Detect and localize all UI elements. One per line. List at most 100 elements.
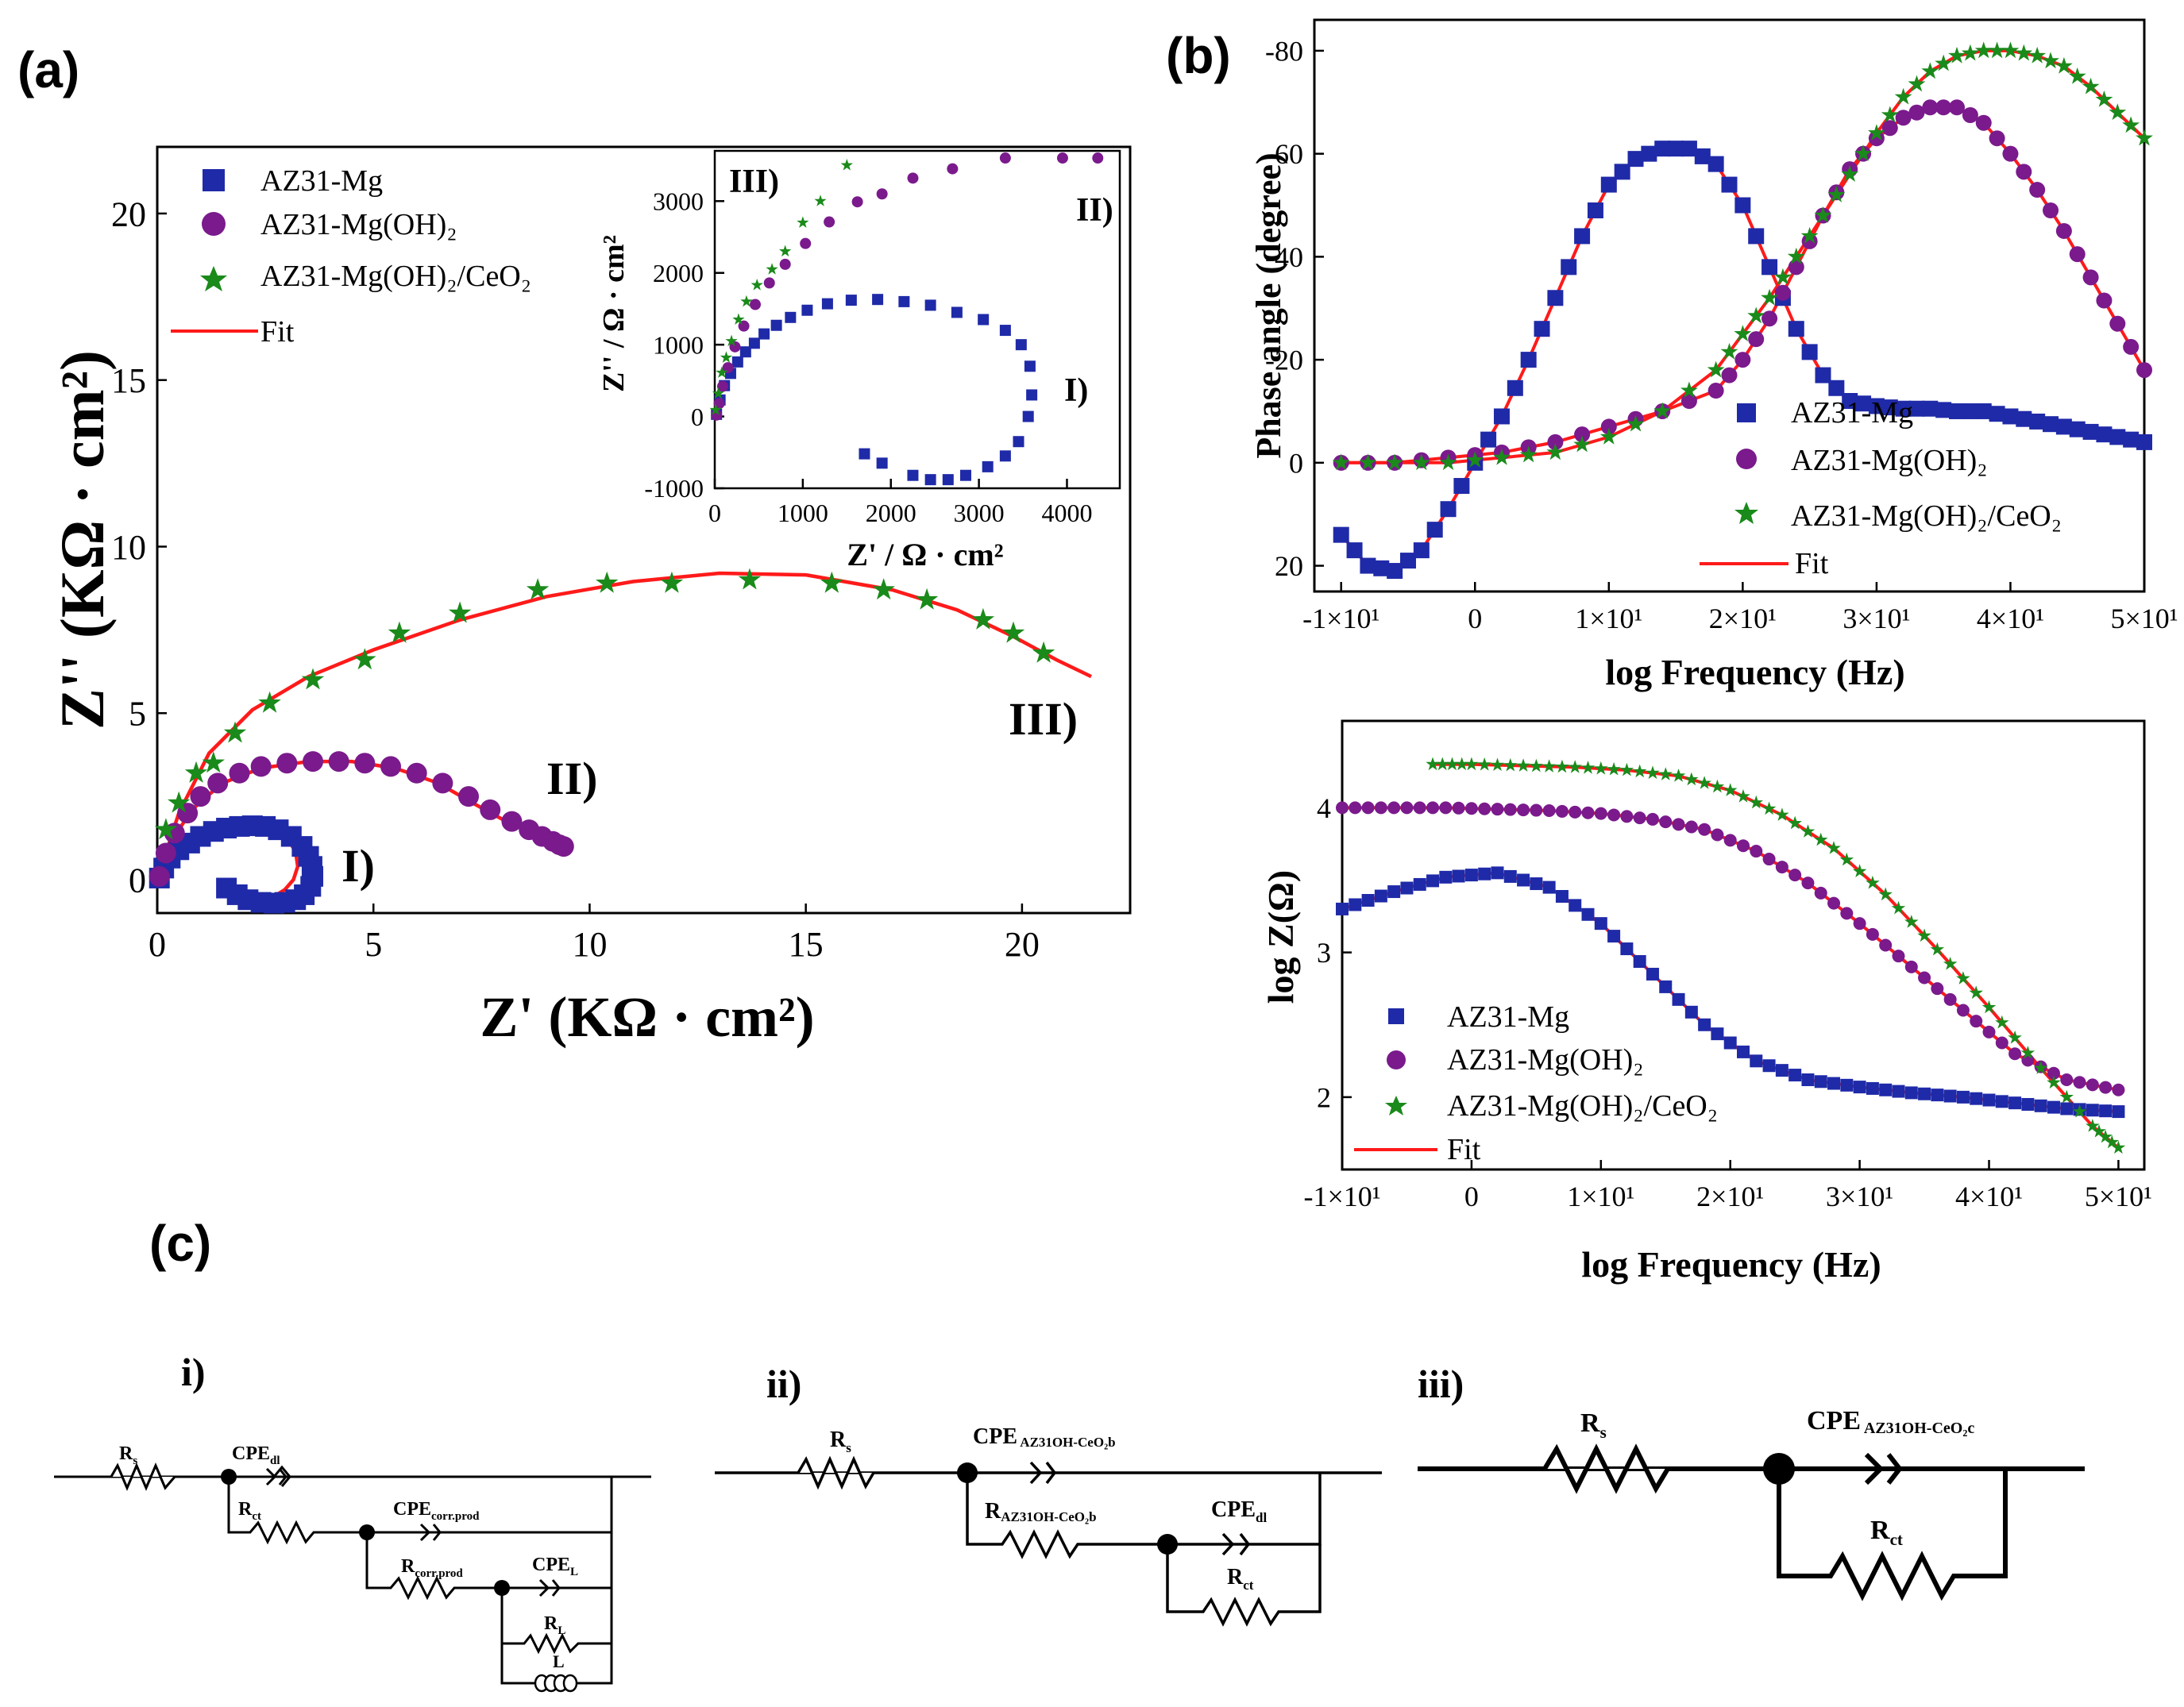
phase-point (1868, 130, 1885, 147)
modulus-point (1995, 1015, 2009, 1029)
phase-point (1922, 400, 1939, 417)
modulus-point (1607, 761, 1621, 776)
inset-point (872, 294, 884, 306)
nyquist-point (190, 786, 211, 807)
nyquist-point (872, 578, 895, 600)
circuit-ii-rs: Rs (830, 1428, 851, 1455)
phase-point (1894, 87, 1912, 105)
modulus-y-tick-label: 4 (1317, 792, 1331, 824)
phase-point (1360, 557, 1376, 574)
modulus-point (1723, 834, 1737, 847)
phase-point (1814, 206, 1832, 223)
phase-point (2109, 103, 2127, 121)
phase-point (1922, 99, 1939, 116)
nyquist-point (388, 621, 411, 643)
inset-point (924, 474, 936, 486)
modulus-point (1801, 1073, 1815, 1086)
nyquist-point (448, 601, 472, 623)
modulus-point (1413, 877, 1426, 891)
legend-marker-ceo2 (1734, 502, 1758, 524)
modulus-point (1620, 810, 1634, 823)
modulus-point (1646, 812, 1659, 826)
circuit-ii-r: RAZ31OH-CeO₂b (985, 1499, 1097, 1524)
phase-point (1627, 151, 1644, 168)
modulus-point (1684, 772, 1699, 786)
inset-point (876, 188, 888, 200)
phase-chart: -1×10¹ 0 1×10¹ 2×10¹ 3×10¹ 4×10¹ 5×10¹ -80 -60 -4… (1249, 18, 2178, 692)
modulus-point (1710, 779, 1725, 793)
phase-point (1641, 145, 1657, 162)
phase-y-label: Phase angle (degree) (1249, 152, 1288, 458)
modulus-point (1426, 801, 1440, 815)
nyquist-point (458, 786, 479, 807)
modulus-point (1426, 757, 1440, 771)
modulus-point (1839, 852, 1854, 866)
inset-point (709, 403, 722, 415)
phase-point (1788, 321, 1804, 337)
modulus-point (1982, 1093, 1996, 1107)
inset-point (898, 295, 910, 307)
legend-label-ceo2: AZ31-Mg(OH)₂/CeO₂ (260, 260, 531, 293)
inset-y-tick-label: 2000 (653, 259, 704, 287)
modulus-point (2008, 1047, 2022, 1061)
inset-x-tick-label: 2000 (866, 499, 916, 527)
phase-point (2002, 145, 2019, 162)
phase-point (2029, 182, 2046, 198)
inset-point (797, 216, 809, 228)
phase-point (1895, 110, 1912, 126)
phase-point (1815, 367, 1831, 383)
inset-point (716, 380, 728, 392)
circuit-i-rct: Rct (238, 1499, 261, 1523)
inset-point (712, 387, 725, 399)
modulus-point (1943, 957, 1958, 970)
nyquist-point (250, 756, 272, 777)
phase-point (1881, 399, 1898, 416)
panel-label-a: (a) (17, 41, 79, 98)
nyquist-point (149, 865, 170, 887)
modulus-point (1445, 757, 1460, 771)
phase-point (1747, 306, 1765, 324)
nyquist-annotation-ii: II) (546, 753, 597, 804)
inset-point (740, 295, 753, 307)
phase-point (1975, 114, 1992, 131)
phase-point (1721, 176, 1738, 193)
inset-point (947, 163, 959, 175)
modulus-point (1594, 807, 1607, 820)
modulus-point (1956, 971, 1970, 985)
modulus-point (1749, 795, 1763, 809)
legend-marker-mg (203, 169, 225, 191)
phase-point (1881, 106, 1899, 123)
nyquist-point (738, 568, 762, 590)
equivalent-circuits: i) Rs CPEdl Rct CPEcorr.prod Rcorr.prod … (54, 1350, 2085, 1693)
modulus-point (2034, 1099, 2047, 1112)
modulus-point (1374, 889, 1387, 903)
legend-label-mg: AZ31-Mg (1447, 1000, 1569, 1034)
nyquist-x-tick-label: 10 (572, 925, 607, 964)
phase-y-tick-label: -60 (1265, 138, 1303, 170)
phase-point (1975, 403, 1992, 419)
nyquist-y-tick-label: 10 (111, 528, 146, 567)
nyquist-x-tick-label: 20 (1005, 925, 1040, 964)
phase-point (1587, 202, 1603, 218)
phase-point (1654, 141, 1671, 157)
modulus-point (1736, 789, 1750, 803)
phase-point (1949, 403, 1966, 419)
legend-label-fit: Fit (1795, 547, 1829, 580)
phase-point (1694, 148, 1711, 164)
modulus-point (1464, 802, 1478, 815)
circuit-ii-rct: Rct (1227, 1565, 1254, 1593)
modulus-point (1516, 758, 1530, 772)
modulus-point (1879, 1083, 1893, 1096)
modulus-point (1931, 982, 1944, 996)
inset-point (907, 469, 919, 481)
circuit-i: i) Rs CPEdl Rct CPEcorr.prod Rcorr.prod … (54, 1350, 651, 1693)
modulus-point (2047, 1075, 2061, 1089)
circuit-ii-cpedl: CPEdl (1211, 1497, 1267, 1525)
modulus-point (1891, 900, 1906, 915)
nyquist-point (303, 751, 323, 773)
inset-point (722, 362, 734, 374)
modulus-point (1698, 1018, 1711, 1031)
modulus-point (1904, 960, 1918, 973)
inset-point (978, 314, 990, 326)
modulus-point (1671, 769, 1686, 782)
